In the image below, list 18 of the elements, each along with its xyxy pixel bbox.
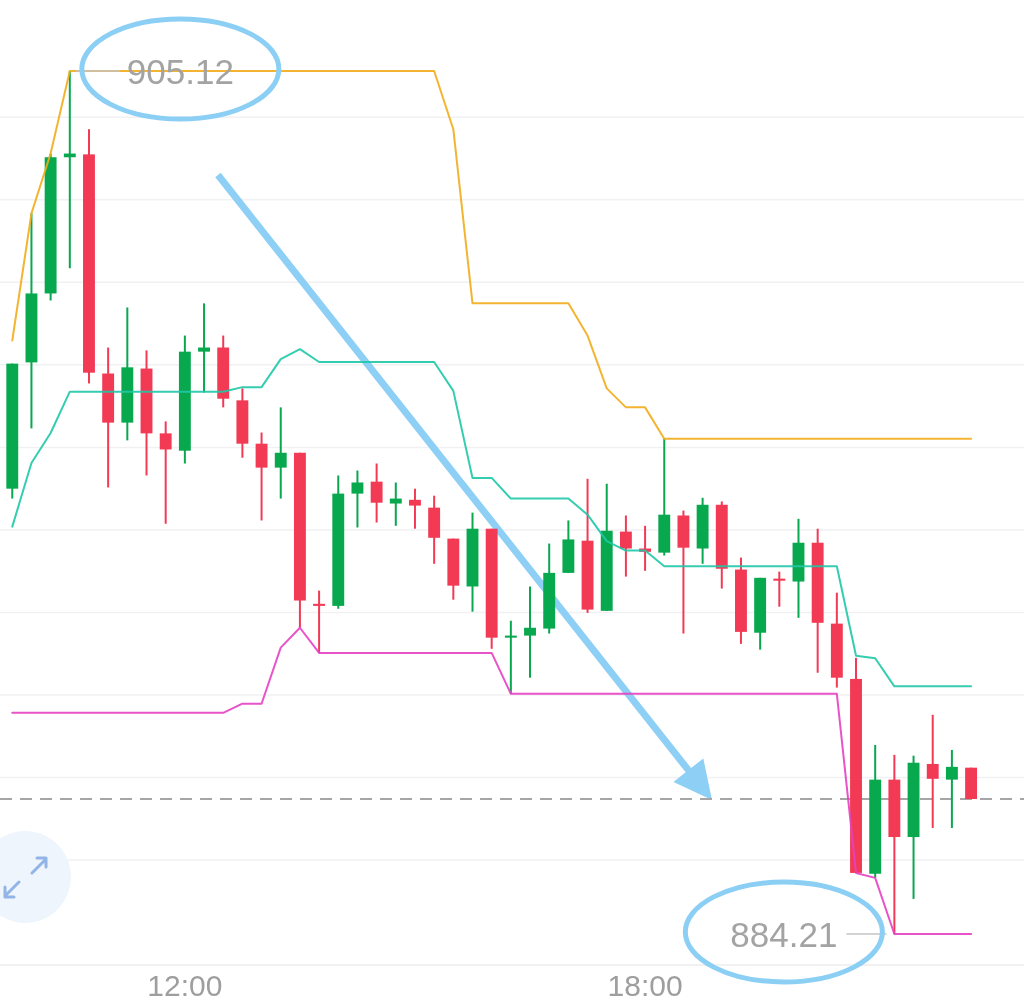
candlestick bbox=[409, 487, 421, 530]
candlestick bbox=[945, 748, 958, 829]
x-tick-label: 18:00 bbox=[607, 969, 683, 1001]
candlestick bbox=[524, 585, 536, 679]
candlestick bbox=[504, 619, 517, 695]
candlestick bbox=[370, 462, 383, 524]
candlestick bbox=[198, 302, 210, 394]
candlestick bbox=[351, 469, 364, 529]
candlestick bbox=[773, 570, 786, 608]
x-tick-label: 12:00 bbox=[147, 969, 223, 1001]
candlestick bbox=[159, 420, 172, 525]
candlestick bbox=[926, 713, 939, 829]
candlestick bbox=[389, 481, 402, 527]
candlestick bbox=[255, 431, 268, 522]
candlestick bbox=[619, 514, 632, 578]
candlestick bbox=[274, 406, 287, 500]
annotation: 884.21 bbox=[730, 914, 838, 954]
candlestick bbox=[313, 589, 326, 654]
